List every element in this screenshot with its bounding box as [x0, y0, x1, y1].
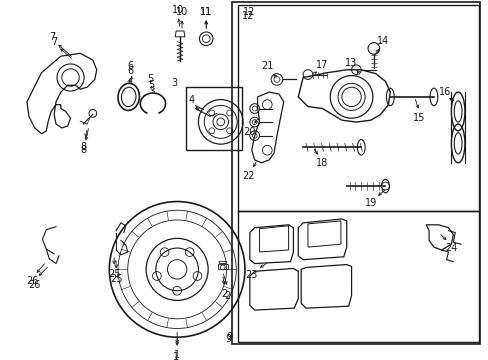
Text: 9: 9 — [225, 334, 231, 344]
Text: 21: 21 — [261, 61, 273, 71]
Text: 8: 8 — [80, 145, 86, 155]
Text: 10: 10 — [172, 5, 184, 15]
Text: 9: 9 — [226, 332, 232, 342]
Text: 7: 7 — [51, 37, 57, 47]
Text: 25: 25 — [108, 269, 120, 279]
Text: 16: 16 — [439, 87, 451, 97]
Text: 17: 17 — [316, 60, 328, 70]
Text: 11: 11 — [200, 6, 212, 17]
Text: 5: 5 — [146, 75, 153, 85]
Text: 19: 19 — [364, 198, 376, 208]
Text: 7: 7 — [49, 32, 55, 42]
Text: 2: 2 — [224, 291, 230, 301]
Bar — [238, 211, 478, 342]
Text: 12: 12 — [242, 11, 254, 21]
Text: 22: 22 — [242, 171, 255, 181]
Text: 10: 10 — [176, 6, 188, 17]
Text: 11: 11 — [200, 6, 212, 17]
Text: 25: 25 — [110, 274, 122, 284]
Text: 26: 26 — [26, 276, 39, 286]
Text: 3: 3 — [171, 78, 177, 88]
Text: 1: 1 — [173, 352, 179, 360]
Bar — [238, 5, 478, 211]
Bar — [232, 2, 480, 344]
Bar — [185, 87, 242, 150]
Text: 12: 12 — [243, 6, 255, 17]
Text: 6: 6 — [127, 66, 133, 76]
Text: 1: 1 — [174, 350, 180, 360]
Text: 20: 20 — [243, 127, 256, 137]
Text: 4: 4 — [188, 95, 194, 105]
Text: 6: 6 — [127, 61, 133, 71]
Text: 24: 24 — [444, 243, 457, 253]
Text: 8: 8 — [80, 142, 86, 152]
Text: 14: 14 — [376, 36, 388, 46]
Text: 15: 15 — [412, 113, 425, 123]
Text: 2: 2 — [221, 289, 227, 298]
Text: 18: 18 — [316, 158, 328, 168]
Text: 26: 26 — [28, 280, 41, 290]
Text: 23: 23 — [245, 270, 258, 280]
Text: 5: 5 — [147, 80, 154, 90]
Text: 13: 13 — [345, 58, 357, 68]
